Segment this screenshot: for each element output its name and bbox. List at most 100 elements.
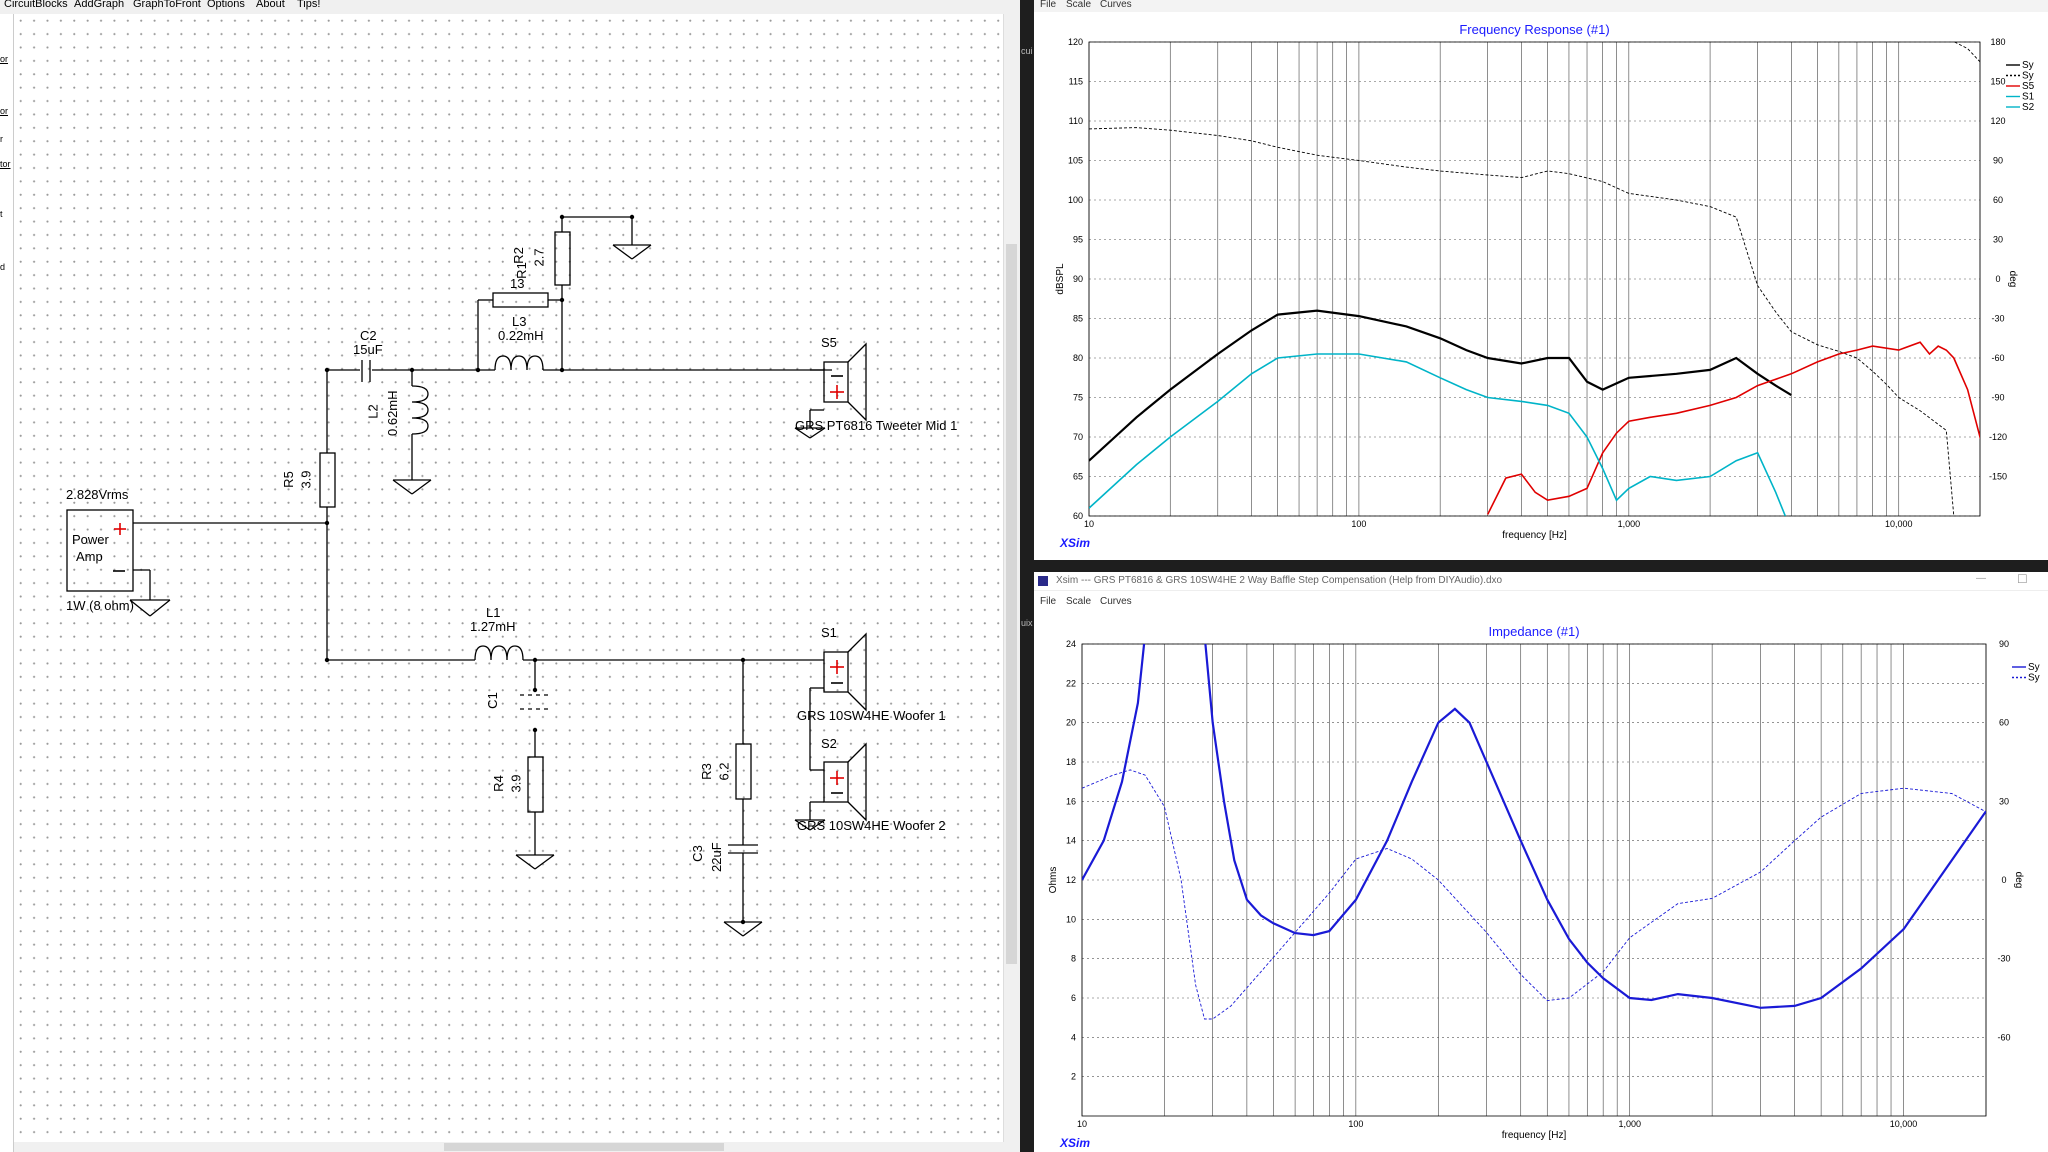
y2-tick-label: -90 xyxy=(1991,393,2004,403)
y2-tick-label: 30 xyxy=(1993,235,2003,245)
x-tick-label: 10,000 xyxy=(1885,519,1913,529)
minimize-icon[interactable]: — xyxy=(1976,573,1986,584)
s5-speaker[interactable] xyxy=(823,361,849,403)
x-axis-label: frequency [Hz] xyxy=(1502,1130,1567,1141)
y2-tick-label: -150 xyxy=(1989,472,2007,482)
menu-graphtofront[interactable]: GraphToFront xyxy=(133,0,201,10)
side-label[interactable]: t xyxy=(0,209,3,219)
r2-resistor[interactable] xyxy=(554,231,571,286)
x-tick-label: 10 xyxy=(1084,519,1094,529)
menu-circuitblocks[interactable]: CircuitBlocks xyxy=(4,0,68,10)
imp-menu-curves[interactable]: Curves xyxy=(1100,596,1132,607)
side-label[interactable]: r xyxy=(0,134,3,144)
legend-entry: S1 xyxy=(2022,92,2035,103)
y2-tick-label: 30 xyxy=(1999,796,2009,806)
power-amp-box[interactable] xyxy=(66,509,134,592)
s1-speaker[interactable] xyxy=(823,651,849,693)
c1-name: C1 xyxy=(484,692,500,709)
y2-tick-label: 90 xyxy=(1999,639,2009,649)
y-tick-label: 120 xyxy=(1068,37,1083,47)
l1-name: L1 xyxy=(486,605,501,620)
y2-axis-label: deg xyxy=(2007,271,2018,288)
y-tick-label: 60 xyxy=(1073,511,1083,521)
fr-menu-scale[interactable]: Scale xyxy=(1066,0,1092,10)
y-tick-label: 6 xyxy=(1071,993,1076,1003)
y-tick-label: 85 xyxy=(1073,314,1083,324)
imp-menu-scale[interactable]: Scale xyxy=(1066,596,1092,607)
window-title: Xsim --- GRS PT6816 & GRS 10SW4HE 2 Way … xyxy=(1056,575,1503,586)
y2-tick-label: 0 xyxy=(2001,875,2006,885)
side-label[interactable]: or xyxy=(0,54,9,64)
y-tick-label: 4 xyxy=(1071,1032,1076,1042)
x-tick-label: 1,000 xyxy=(1618,1119,1641,1129)
fr-xsim-logo: XSim xyxy=(1060,536,1091,550)
y-tick-label: 22 xyxy=(1066,678,1076,688)
frequency-response-chart[interactable]: Frequency Response (#1) 60 65 70 75 80 85 90 95 1… xyxy=(1034,0,2048,560)
amp-label-power: Power xyxy=(72,532,109,547)
s1-name: S1 xyxy=(821,625,837,640)
r3-value: 6.2 xyxy=(716,762,732,781)
r2-value: 2.7 xyxy=(531,248,547,267)
impedance-window: Xsim --- GRS PT6816 & GRS 10SW4HE 2 Way … xyxy=(1034,572,2048,1152)
r5-resistor[interactable] xyxy=(319,452,336,508)
imp-side-text: uix xyxy=(1021,618,1033,628)
s2-label: GRS 10SW4HE Woofer 2 xyxy=(797,818,946,833)
series-line xyxy=(1089,42,1980,516)
s2-name: S2 xyxy=(821,736,837,751)
y-tick-label: 16 xyxy=(1066,796,1076,806)
r1-name: R1 xyxy=(513,262,529,279)
s5-label: GRS PT6816 Tweeter Mid 1 xyxy=(795,418,958,433)
c2-value: 15uF xyxy=(353,342,383,357)
y-tick-label: 95 xyxy=(1073,235,1083,245)
series-line xyxy=(1082,769,1986,1020)
y-tick-label: 8 xyxy=(1071,954,1076,964)
r1-resistor[interactable] xyxy=(492,292,549,308)
menu-about[interactable]: About xyxy=(256,0,285,10)
x-tick-label: 10,000 xyxy=(1890,1119,1918,1129)
schematic-canvas[interactable] xyxy=(14,14,1004,1150)
r4-resistor[interactable] xyxy=(527,756,544,813)
vertical-scrollbar[interactable] xyxy=(1003,14,1020,1152)
x-tick-label: 100 xyxy=(1348,1119,1363,1129)
legend-entry: Sy xyxy=(2022,60,2034,71)
legend-entry: Sy xyxy=(2022,71,2034,82)
side-label[interactable]: or xyxy=(0,106,9,116)
horizontal-scrollbar[interactable] xyxy=(14,1142,1004,1152)
menu-tips[interactable]: Tips! xyxy=(297,0,321,10)
y-tick-label: 18 xyxy=(1066,757,1076,767)
y-tick-label: 65 xyxy=(1073,472,1083,482)
vertical-scroll-thumb[interactable] xyxy=(1006,244,1017,964)
l2-name: L2 xyxy=(365,404,381,419)
l3-value: 0.22mH xyxy=(498,328,544,343)
fr-menubar: File Scale Curves xyxy=(1034,0,2048,12)
r3-resistor[interactable] xyxy=(735,743,752,800)
series-line xyxy=(1082,644,1986,1009)
r5-value: 3.9 xyxy=(298,470,314,489)
menu-options[interactable]: Options xyxy=(207,0,245,10)
r2-name: R2 xyxy=(510,247,526,264)
y2-tick-label: -60 xyxy=(1991,353,2004,363)
s1-label: GRS 10SW4HE Woofer 1 xyxy=(797,708,946,723)
schematic-window: CircuitBlocks AddGraph GraphToFront Opti… xyxy=(0,0,1020,1152)
y2-tick-label: 150 xyxy=(1990,77,2005,87)
fr-menu-file[interactable]: File xyxy=(1040,0,1057,10)
menu-addgraph[interactable]: AddGraph xyxy=(74,0,125,10)
grid-h xyxy=(1082,643,1986,1077)
y-tick-label: 105 xyxy=(1068,156,1083,166)
maximize-icon[interactable]: ☐ xyxy=(2017,572,2028,586)
imp-menu-file[interactable]: File xyxy=(1040,596,1057,607)
r4-value: 3.9 xyxy=(508,774,524,793)
y2-tick-label: -30 xyxy=(1991,314,2004,324)
impedance-chart[interactable]: Impedance (#1)24681012141618202224-60-30… xyxy=(1034,572,2048,1152)
side-label[interactable]: d xyxy=(0,262,6,272)
y2-tick-label: -60 xyxy=(1997,1032,2010,1042)
side-label[interactable]: tor xyxy=(0,159,11,169)
frequency-response-window: File Scale Curves Frequency Response (#1… xyxy=(1034,0,2048,560)
y2-tick-label: -30 xyxy=(1997,954,2010,964)
y-tick-label: 115 xyxy=(1069,77,1083,87)
horizontal-scroll-thumb[interactable] xyxy=(444,1143,724,1151)
fr-menu-curves[interactable]: Curves xyxy=(1100,0,1132,10)
y-tick-label: 75 xyxy=(1073,393,1083,403)
x-tick-label: 10 xyxy=(1077,1119,1087,1129)
s2-speaker[interactable] xyxy=(823,761,849,803)
